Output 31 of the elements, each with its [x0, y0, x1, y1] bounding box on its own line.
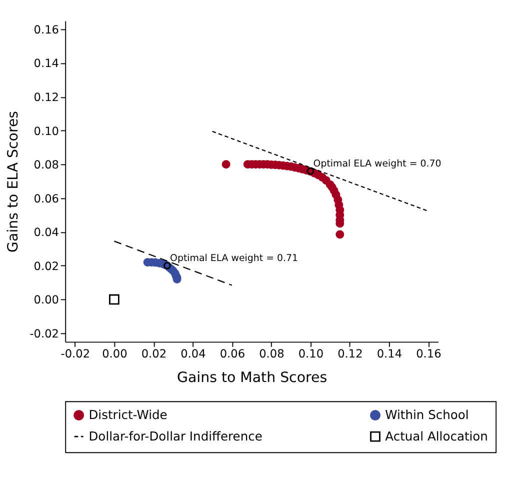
legend-label: Dollar-for-Dollar Indifference — [88, 429, 262, 444]
y-tick-label: 0.06 — [34, 191, 59, 206]
x-tick-label: 0.02 — [141, 346, 167, 360]
legend-label: District-Wide — [88, 408, 168, 422]
y-axis-title: Gains to ELA Scores — [5, 110, 22, 252]
point — [109, 294, 120, 305]
point — [336, 230, 344, 239]
y-tick-label: 0.02 — [34, 258, 59, 273]
legend-label: Actual Allocation — [385, 429, 488, 444]
y-tick-label: 0.14 — [34, 56, 59, 70]
y-tick-label: 0.00 — [34, 292, 59, 307]
annotation: Optimal ELA weight = 0.70 — [313, 158, 442, 170]
legend-label: Within School — [385, 408, 469, 422]
y-tick-label: -0.02 — [30, 326, 59, 341]
x-tick-label: -0.02 — [60, 346, 90, 360]
point — [222, 160, 230, 169]
y-tick-label: 0.10 — [34, 124, 59, 138]
y-tick-label: 0.12 — [34, 90, 59, 104]
x-axis-title: Gains to Math Scores — [177, 370, 328, 386]
y-tick-label: 0.04 — [34, 225, 59, 240]
x-tick-label: 0.04 — [180, 346, 206, 360]
y-tick-label: 0.08 — [34, 158, 59, 172]
x-tick-label: 0.10 — [298, 346, 324, 360]
x-tick-label: 0.16 — [416, 346, 442, 360]
x-tick-label: 0.08 — [259, 346, 284, 360]
annotation: Optimal ELA weight = 0.71 — [170, 252, 298, 264]
x-tick-label: 0.12 — [338, 346, 363, 360]
x-tick-label: 0.00 — [102, 346, 128, 360]
x-tick-label: 0.06 — [220, 346, 246, 360]
x-tick-label: 0.14 — [376, 346, 402, 360]
y-tick-label: 0.16 — [34, 22, 59, 36]
